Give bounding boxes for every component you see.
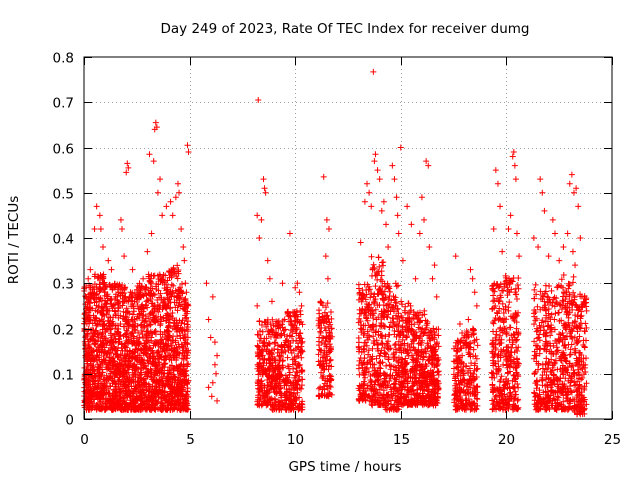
data-point	[97, 295, 104, 302]
data-point	[99, 323, 106, 330]
data-point	[99, 369, 106, 376]
data-point	[91, 340, 98, 347]
data-point	[102, 403, 109, 410]
data-point	[107, 366, 114, 373]
data-point	[84, 331, 91, 338]
data-point	[104, 307, 111, 314]
data-point	[84, 314, 91, 321]
data-point	[94, 275, 101, 282]
data-point	[106, 397, 113, 404]
data-point	[96, 288, 103, 295]
data-point	[91, 314, 98, 321]
data-point	[94, 308, 101, 315]
data-point	[97, 373, 104, 380]
data-point	[103, 361, 110, 368]
data-point	[100, 304, 107, 311]
data-point	[96, 401, 103, 408]
data-point	[108, 342, 115, 349]
data-point	[91, 330, 98, 337]
data-point	[100, 390, 107, 397]
data-point	[96, 356, 103, 363]
data-point	[82, 301, 89, 308]
data-point	[81, 327, 88, 334]
data-point	[102, 284, 109, 291]
data-point	[103, 300, 110, 307]
data-point	[82, 293, 89, 300]
data-point	[112, 311, 119, 318]
data-point	[99, 340, 106, 347]
data-point	[86, 320, 93, 327]
data-point	[85, 355, 92, 362]
data-point	[104, 338, 111, 345]
data-point	[99, 360, 106, 367]
data-point	[95, 334, 102, 341]
data-point	[94, 368, 101, 375]
data-point	[93, 357, 100, 364]
data-point	[109, 305, 116, 312]
data-point	[102, 301, 109, 308]
data-point	[93, 302, 100, 309]
data-point	[108, 334, 115, 341]
data-point	[85, 406, 92, 413]
data-point	[85, 341, 92, 348]
data-point	[82, 345, 89, 352]
data-point	[94, 361, 101, 368]
data-point	[84, 386, 91, 393]
data-point	[106, 354, 113, 361]
data-point	[86, 390, 93, 397]
data-point	[85, 349, 92, 356]
data-point	[109, 318, 116, 325]
data-point	[110, 357, 117, 364]
data-point	[93, 322, 100, 329]
data-point	[107, 383, 114, 390]
data-point	[97, 394, 104, 401]
data-point	[104, 339, 111, 346]
data-point	[105, 325, 112, 332]
data-point	[103, 364, 110, 371]
data-point	[104, 307, 111, 314]
data-point	[93, 315, 100, 322]
data-point	[107, 330, 114, 337]
data-point	[102, 348, 109, 355]
data-point	[100, 275, 107, 282]
data-point	[91, 372, 98, 379]
data-point	[88, 348, 95, 355]
data-point	[92, 337, 99, 344]
data-point	[96, 317, 103, 324]
data-point	[87, 300, 94, 307]
data-point	[95, 380, 102, 387]
data-point	[93, 393, 100, 400]
data-point	[100, 280, 107, 287]
data-point	[108, 295, 115, 302]
data-point	[117, 312, 124, 319]
data-point	[88, 335, 95, 342]
data-point	[107, 300, 114, 307]
data-point	[109, 405, 116, 412]
data-point	[92, 354, 99, 361]
data-point	[91, 383, 98, 390]
data-point	[104, 297, 111, 304]
data-point	[93, 405, 100, 412]
data-point	[98, 331, 105, 338]
data-point	[108, 406, 115, 413]
data-point	[89, 367, 96, 374]
data-point	[85, 309, 92, 316]
data-point	[91, 281, 98, 288]
data-point	[92, 327, 99, 334]
data-point	[103, 311, 110, 318]
data-point	[102, 328, 109, 335]
data-point	[109, 393, 116, 400]
data-point	[105, 391, 112, 398]
data-point	[84, 376, 91, 383]
data-point	[109, 375, 116, 382]
data-point	[95, 377, 102, 384]
data-point	[93, 347, 100, 354]
data-point	[110, 314, 117, 321]
data-point	[103, 376, 110, 383]
data-point	[91, 273, 98, 280]
data-point	[99, 340, 106, 347]
